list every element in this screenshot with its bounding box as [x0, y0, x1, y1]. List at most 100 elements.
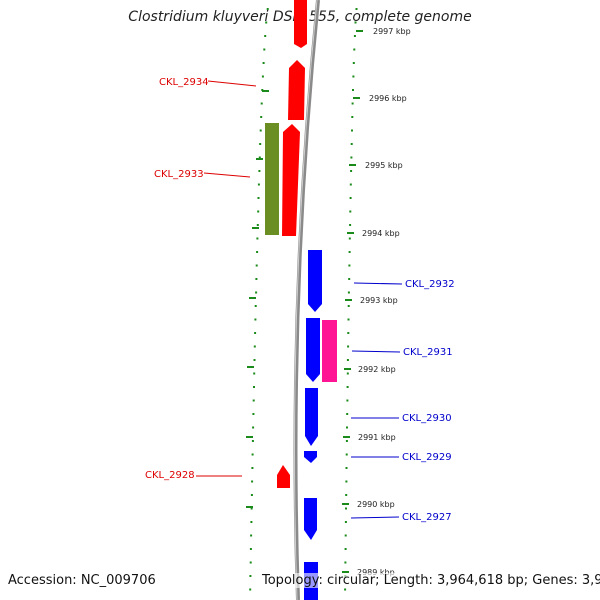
kbp-label: 2994 kbp [362, 229, 400, 238]
kbp-label: 2990 kbp [357, 500, 395, 509]
gene-arrow-plus[interactable] [288, 60, 305, 120]
outer-minor-tick [346, 372, 349, 375]
outer-minor-tick [350, 143, 353, 145]
inner-minor-tick [249, 561, 252, 564]
outer-minor-tick [345, 507, 347, 510]
gene-label[interactable]: CKL_2932 [405, 279, 455, 290]
outer-minor-tick [346, 359, 349, 361]
outer-minor-tick [345, 494, 348, 496]
gene-arrow-minus[interactable] [304, 498, 317, 540]
gene-label[interactable]: CKL_2927 [402, 512, 452, 523]
inner-minor-tick [266, 8, 269, 10]
outer-minor-tick [345, 480, 348, 483]
inner-minor-tick [259, 129, 262, 132]
inner-minor-tick [250, 521, 253, 523]
gene-label[interactable]: CKL_2933 [154, 169, 204, 180]
outer-minor-tick [349, 197, 352, 199]
inner-minor-tick [253, 345, 256, 348]
outer-minor-tick [354, 21, 357, 24]
gene-arrow-plus[interactable] [294, 0, 307, 48]
topology-value: Topology: circular; Length: 3,964,618 bp… [262, 573, 600, 588]
outer-minor-tick [351, 116, 354, 118]
inner-minor-tick [254, 332, 257, 334]
gene-label[interactable]: CKL_2929 [402, 452, 452, 463]
gene-arrow-minus[interactable] [308, 250, 322, 312]
leader-lines [196, 80, 403, 519]
kbp-label: 2996 kbp [369, 94, 407, 103]
outer-minor-tick [346, 399, 349, 402]
genome-backbone-highlight [294, 0, 318, 600]
outer-minor-tick [346, 426, 348, 429]
inner-minor-tick [253, 372, 256, 375]
outer-minor-tick [352, 62, 355, 64]
inner-minor-tick [254, 305, 257, 307]
outer-minor-tick [353, 35, 356, 37]
inner-minor-tick [252, 426, 255, 429]
gene-arrow-plus[interactable] [277, 465, 290, 488]
outer-minor-tick [344, 521, 347, 523]
outer-minor-tick [344, 588, 347, 591]
topology-text: Topology: circular; Length: 3,964,618 bp… [262, 573, 600, 588]
inner-minor-tick [260, 102, 263, 105]
gene-arrow-plus[interactable] [282, 124, 300, 236]
inner-minor-tick [253, 359, 256, 361]
outer-minor-tick [346, 413, 349, 415]
outer-minor-tick [349, 224, 352, 226]
inner-minor-tick [259, 143, 262, 145]
leader-line-minus [350, 516, 400, 519]
leader-line-minus [353, 282, 403, 285]
kbp-label: 2991 kbp [358, 433, 396, 442]
outer-minor-tick [345, 440, 348, 442]
inner-tick-ring [249, 8, 269, 591]
inner-minor-tick [261, 75, 264, 78]
genome-backbone [293, 0, 320, 600]
gene-arrow-minus[interactable] [304, 451, 317, 463]
gene-label[interactable]: CKL_2934 [159, 77, 209, 88]
inner-minor-tick [254, 318, 257, 321]
outer-minor-tick [352, 75, 355, 78]
inner-minor-tick [257, 210, 260, 213]
inner-minor-tick [249, 548, 252, 550]
outer-minor-tick [353, 48, 356, 51]
outer-minor-tick [351, 102, 354, 105]
inner-minor-tick [250, 507, 253, 510]
inner-minor-tick [264, 35, 267, 37]
inner-minor-tick [249, 588, 252, 591]
inner-minor-tick [250, 534, 253, 537]
outer-minor-tick [348, 264, 351, 267]
kbp-tick-labels: 2997 kbp 2996 kbp 2995 kbp 2994 kbp 2993… [357, 27, 411, 577]
kbp-label: 2995 kbp [365, 161, 403, 170]
outer-minor-tick [345, 467, 348, 469]
inner-minor-tick [250, 494, 253, 496]
inner-minor-tick [258, 156, 261, 159]
inner-minor-tick [249, 575, 252, 577]
inner-minor-tick [255, 264, 258, 267]
gene-arrow-minus[interactable] [306, 318, 320, 382]
inner-minor-tick [257, 197, 260, 199]
accession-text: Accession: NC_009706 [8, 573, 156, 588]
gene-arrow-minus[interactable] [305, 388, 318, 446]
outer-minor-tick [348, 237, 351, 240]
outer-minor-tick [347, 332, 350, 334]
outer-minor-tick [346, 386, 349, 388]
outer-minor-tick [345, 453, 348, 456]
kbp-label: 2989 kbp [357, 568, 395, 577]
inner-minor-tick [255, 278, 258, 280]
gene-label[interactable]: CKL_2928 [145, 470, 195, 481]
inner-minor-tick [262, 62, 265, 64]
outer-minor-tick [347, 318, 350, 321]
gene-label[interactable]: CKL_2931 [403, 347, 453, 358]
pink-feature[interactable] [322, 320, 337, 382]
olive-feature[interactable] [265, 123, 279, 235]
gene-label[interactable]: CKL_2930 [402, 413, 452, 424]
inner-minor-tick [253, 386, 255, 388]
kbp-label: 2997 kbp [373, 27, 411, 36]
inner-minor-tick [256, 251, 259, 253]
outer-minor-tick [344, 534, 347, 537]
outer-minor-tick [355, 8, 358, 10]
outer-minor-tick [350, 170, 353, 172]
inner-minor-tick [256, 237, 259, 240]
inner-minor-tick [252, 399, 255, 402]
inner-minor-tick [251, 440, 254, 442]
